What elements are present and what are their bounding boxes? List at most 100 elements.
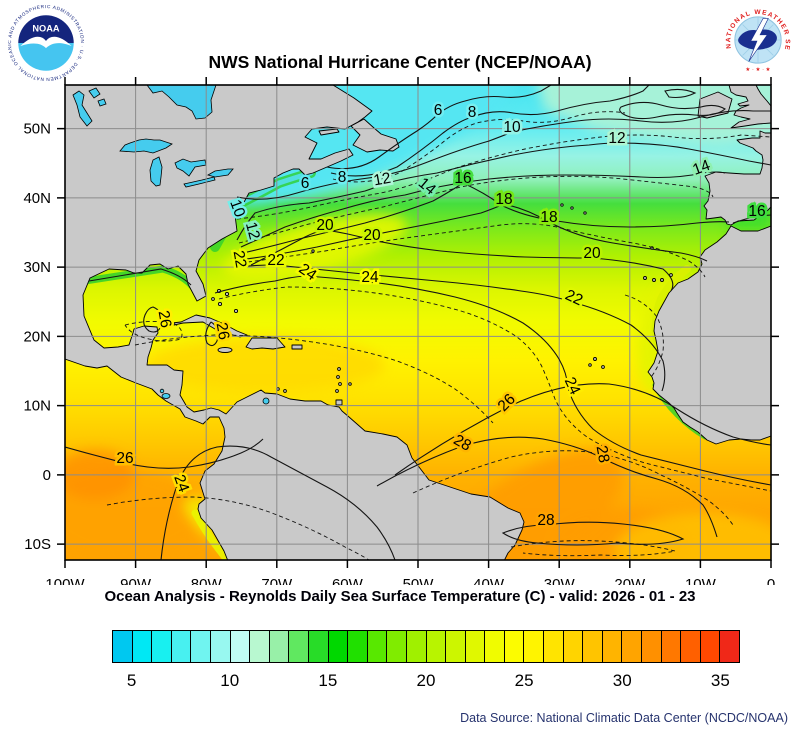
y-axis-label: 50N (23, 121, 51, 138)
newfoundland (350, 118, 400, 153)
contour-label: 20 (316, 217, 334, 234)
contour-label: 12 (608, 130, 625, 147)
colorbar-cell (288, 631, 308, 662)
contour-label: 22 (267, 252, 284, 269)
lake-superior (119, 138, 173, 154)
isotherm-contours-dashed (106, 111, 771, 560)
anticosti-island (318, 128, 340, 136)
y-axis-label: 30N (23, 259, 51, 276)
y-axis-label: 20N (23, 328, 51, 345)
colorbar-cell (405, 631, 426, 662)
lesser-antilles (276, 367, 352, 393)
colorbar-cell (170, 631, 191, 662)
nws-lightning-icon (748, 18, 769, 62)
colorbar-cell (131, 631, 152, 662)
contour-label: 28 (537, 512, 554, 529)
contour-label: 8 (468, 104, 477, 121)
colorbar-cell (307, 631, 328, 662)
noaa-sea (18, 43, 74, 71)
noaa-seagull-icon (20, 36, 72, 49)
lake-winnipeg (72, 90, 93, 127)
x-axis-label: 70W (261, 576, 293, 585)
colorbar-cell (190, 631, 210, 662)
colorbar-cell (503, 631, 524, 662)
contour-label: 26 (213, 321, 233, 341)
contour-label: 18 (540, 209, 557, 226)
colorbar-cell (582, 631, 602, 662)
isotherm-contours (65, 85, 771, 560)
colorbar-cell (464, 631, 485, 662)
colorbar-cell (347, 631, 367, 662)
x-axis-label: 80W (191, 576, 223, 585)
colorbar-cell (621, 631, 642, 662)
contour-label: 24 (361, 269, 379, 286)
x-axis-label: 60W (332, 576, 364, 585)
africa (647, 225, 771, 445)
colorbar-cell (249, 631, 269, 662)
map-axes: 100W 90W 80W 70W 60W 50W 40W 30W 20W 10W 0 50N 40N 30… (23, 77, 779, 585)
x-axis-label: 50W (403, 576, 435, 585)
contour-label: 10 (503, 119, 521, 136)
x-axis-label: 0 (767, 576, 775, 585)
contour-label: 6 (434, 102, 443, 119)
lake-ontario (206, 168, 234, 178)
colorbar-tick-label: 5 (126, 671, 137, 690)
colorbar-cell (523, 631, 544, 662)
x-axis-label: 20W (614, 576, 646, 585)
x-axis-label: 100W (45, 576, 85, 585)
nws-ring-stars: ★ · ★ · ★ (745, 66, 770, 73)
lake-nicaragua (161, 393, 171, 399)
y-axis-label: 10S (24, 536, 51, 553)
x-axis-label: 10W (685, 576, 717, 585)
colorbar-cell (641, 631, 661, 662)
lake-managua (159, 388, 165, 394)
lake-michigan (149, 156, 163, 187)
colorbar-cell (113, 631, 132, 662)
noaa-sky (18, 15, 74, 43)
contour-label: 18 (495, 191, 512, 208)
trinidad (335, 399, 343, 406)
y-axis-label: 10N (23, 398, 51, 415)
noaa-wordmark: NOAA (32, 24, 60, 34)
colorbar-cell (699, 631, 720, 662)
contour-label: 16 (454, 170, 471, 187)
contour-label: 6 (301, 175, 310, 192)
contour-label: 16 (748, 203, 765, 220)
data-source-note: Data Source: National Climatic Data Cent… (460, 711, 788, 725)
colorbar-cell (445, 631, 465, 662)
inland-water (72, 85, 270, 405)
atlantic-islands (311, 203, 673, 369)
y-axis-label: 40N (23, 190, 51, 207)
colorbar-cell (327, 631, 348, 662)
colorbar-cell (562, 631, 583, 662)
page-title: NWS National Hurricane Center (NCEP/NOAA… (208, 52, 592, 72)
puerto-rico (291, 344, 303, 350)
x-axis-label: 40W (473, 576, 505, 585)
contour-label: 20 (583, 245, 601, 262)
jamaica (217, 347, 233, 353)
sst-colorbar (112, 630, 740, 663)
colorbar-cell (543, 631, 563, 662)
colorbar-cell (601, 631, 622, 662)
colorbar-tick-label: 10 (220, 671, 240, 690)
contour-label: 20 (363, 227, 381, 244)
lake-maracaibo (262, 397, 270, 405)
contour-label: 22 (230, 249, 250, 269)
colorbar-cell (229, 631, 250, 662)
landmass (65, 85, 771, 560)
colorbar-cell (680, 631, 700, 662)
map-caption: Ocean Analysis - Reynolds Daily Sea Surf… (104, 588, 696, 605)
colorbar-tick-label: 15 (318, 671, 338, 690)
colorbar-cell (366, 631, 387, 662)
contour-label: 26 (155, 309, 175, 329)
x-axis-label: 90W (120, 576, 152, 585)
noaa-logo: NATIONAL OCEANIC AND ATMOSPHERIC ADMINIS… (8, 5, 84, 81)
lake-erie (183, 176, 216, 188)
y-axis-label: 0 (43, 467, 51, 484)
contour-label: 8 (338, 169, 347, 186)
colorbar-tick-label: 20 (416, 671, 436, 690)
colorbar-tick-label: 30 (612, 671, 632, 690)
americas-landmass (65, 85, 525, 560)
lake-manitoba (88, 87, 101, 99)
colorbar-cell (719, 631, 739, 662)
